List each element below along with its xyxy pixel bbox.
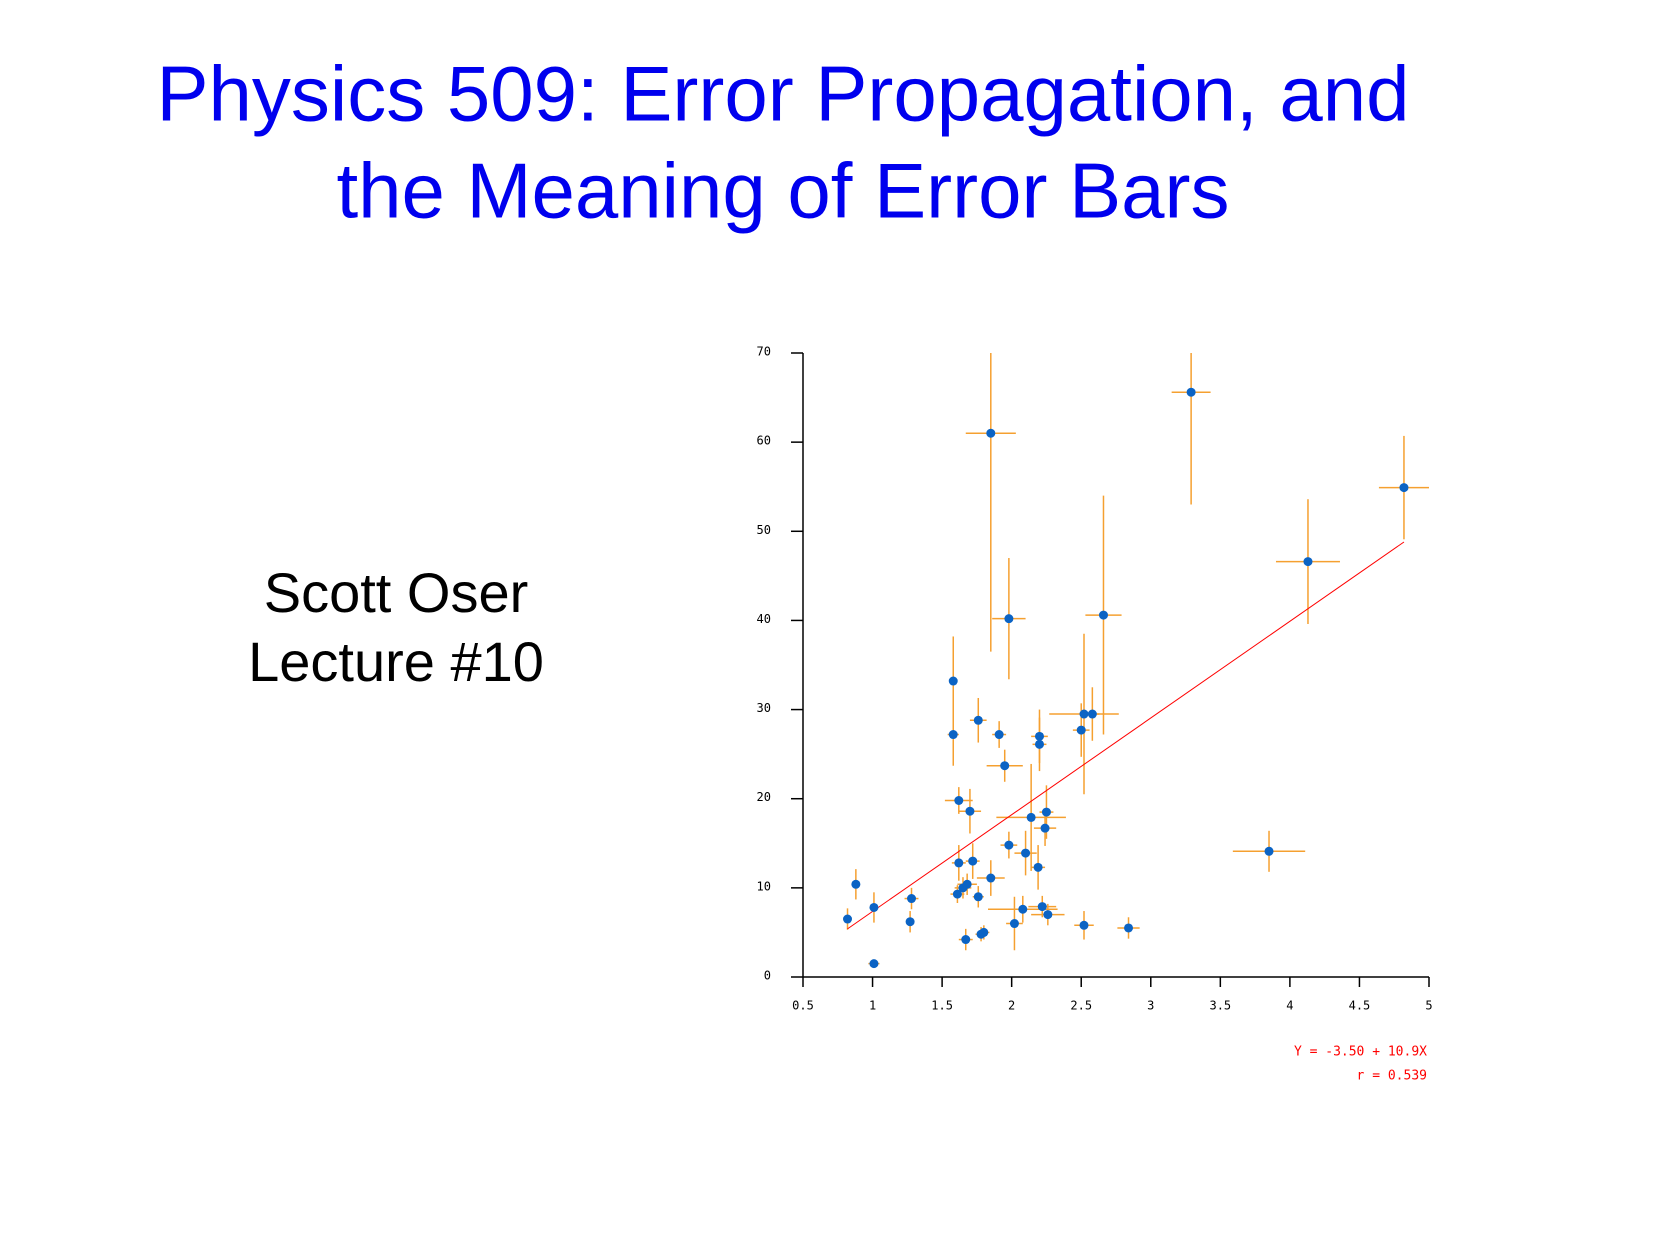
- point: [869, 959, 879, 969]
- point: [973, 892, 983, 902]
- point: [907, 894, 917, 904]
- point: [1018, 904, 1028, 914]
- point: [1004, 614, 1014, 624]
- y-tick-label: 20: [757, 790, 771, 804]
- point: [1124, 923, 1134, 933]
- point: [1087, 709, 1097, 719]
- y-tick-label: 30: [757, 701, 771, 715]
- fit-line: [847, 541, 1405, 930]
- point: [905, 917, 915, 927]
- x-tick-label: 3: [1147, 999, 1154, 1013]
- point: [1026, 812, 1036, 822]
- point: [1037, 902, 1047, 912]
- point: [1009, 919, 1019, 929]
- x-tick-label: 4.5: [1349, 999, 1371, 1013]
- point: [962, 879, 972, 889]
- point: [1033, 862, 1043, 872]
- point: [954, 795, 964, 805]
- point: [1076, 725, 1086, 735]
- y-tick-label: 60: [757, 434, 771, 448]
- point: [973, 715, 983, 725]
- point: [1079, 709, 1089, 719]
- point: [979, 927, 989, 937]
- point: [968, 856, 978, 866]
- y-tick-label: 0: [764, 969, 771, 983]
- x-tick-label: 2.5: [1070, 999, 1092, 1013]
- author-line: Scott Oser: [264, 561, 529, 624]
- title-line: Physics 509: Error Propagation, and: [156, 50, 1409, 138]
- point: [1098, 610, 1108, 620]
- x-tick-label: 1: [869, 999, 876, 1013]
- point: [1000, 761, 1010, 771]
- point: [869, 902, 879, 912]
- y-tick-label: 50: [757, 523, 771, 537]
- x-tick-label: 5: [1425, 999, 1432, 1013]
- point: [952, 889, 962, 899]
- x-tick-label: 0.5: [792, 999, 814, 1013]
- point: [1040, 823, 1050, 833]
- point: [1034, 731, 1044, 741]
- x-tick-label: 3.5: [1209, 999, 1231, 1013]
- point: [948, 730, 958, 740]
- x-tick-label: 1.5: [931, 999, 953, 1013]
- point: [1041, 807, 1051, 817]
- point: [965, 806, 975, 816]
- point: [1034, 739, 1044, 749]
- point: [843, 914, 853, 924]
- plot-area: [843, 353, 1429, 969]
- x-tick-label: 4: [1286, 999, 1293, 1013]
- point: [948, 676, 958, 686]
- point: [986, 428, 996, 438]
- point: [851, 879, 861, 889]
- point: [961, 935, 971, 945]
- point: [1186, 387, 1196, 397]
- point: [1399, 483, 1409, 493]
- title-line: the Meaning of Error Bars: [336, 147, 1229, 235]
- y-tick-label: 10: [757, 879, 771, 893]
- point: [1303, 557, 1313, 567]
- point: [1264, 846, 1274, 856]
- y-tick-label: 70: [757, 345, 771, 359]
- point: [1079, 920, 1089, 930]
- point: [1043, 910, 1053, 920]
- fit-annotation: r = 0.539: [1357, 1069, 1427, 1084]
- x-tick-label: 2: [1008, 999, 1015, 1013]
- point: [986, 873, 996, 883]
- fit-annotation: Y = -3.50 + 10.9X: [1294, 1045, 1427, 1060]
- author-line: Lecture #10: [248, 630, 544, 693]
- point: [994, 730, 1004, 740]
- y-tick-label: 40: [757, 612, 771, 626]
- point: [1004, 840, 1014, 850]
- point: [1021, 848, 1031, 858]
- point: [954, 858, 964, 868]
